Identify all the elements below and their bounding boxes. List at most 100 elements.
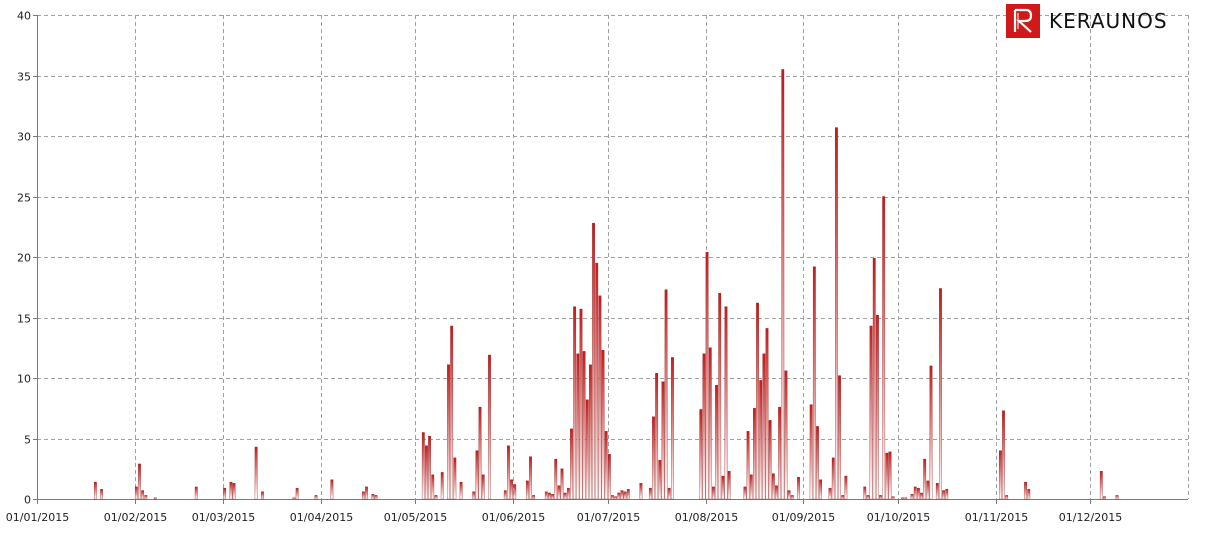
- bar: [749, 474, 753, 500]
- bar: [917, 487, 920, 500]
- bar: [756, 302, 759, 500]
- x-tick-label: 01/05/2015: [384, 511, 447, 524]
- bar: [882, 196, 886, 500]
- x-tick-label: 01/04/2015: [290, 511, 353, 524]
- bar: [614, 496, 618, 500]
- bar: [566, 487, 570, 500]
- x-tick-label: 01/09/2015: [772, 511, 835, 524]
- bar: [292, 497, 296, 500]
- bar: [1002, 410, 1005, 500]
- bar: [910, 494, 914, 500]
- y-tick-label: 25: [17, 192, 31, 205]
- bar: [232, 483, 236, 500]
- bar: [503, 490, 507, 500]
- bar: [667, 487, 671, 500]
- bar: [194, 486, 198, 500]
- bar: [513, 484, 517, 500]
- bar: [481, 474, 485, 500]
- y-tick-labels: 0 5 10 15 20 25 30 35 40: [17, 10, 31, 507]
- bar: [447, 364, 450, 500]
- bar: [784, 370, 788, 500]
- bar: [809, 404, 813, 500]
- bar: [841, 495, 845, 500]
- bar: [771, 473, 775, 500]
- bar: [658, 460, 662, 500]
- bar: [661, 381, 665, 500]
- bar: [620, 490, 624, 500]
- x-tick-label: 01/03/2015: [192, 511, 255, 524]
- bar: [699, 409, 703, 500]
- bar: [579, 308, 583, 500]
- bar: [998, 450, 1002, 500]
- bar: [891, 496, 895, 500]
- x-tick-label: 01/08/2015: [675, 511, 738, 524]
- bar: [611, 495, 614, 500]
- bar: [721, 475, 725, 500]
- bar: [879, 495, 882, 500]
- bar: [554, 458, 558, 500]
- bar: [626, 489, 630, 500]
- y-tick-label: 5: [24, 434, 31, 447]
- bar: [1115, 495, 1119, 500]
- bar: [913, 486, 917, 500]
- x-tick-label: 01/11/2015: [965, 511, 1028, 524]
- bar: [100, 489, 104, 500]
- bar: [812, 266, 816, 500]
- bar: [828, 487, 832, 500]
- bar: [705, 252, 709, 500]
- bar: [428, 435, 431, 500]
- bar: [831, 457, 835, 500]
- bar: [816, 426, 819, 500]
- bar: [1103, 496, 1106, 500]
- bar: [478, 406, 482, 500]
- bar: [835, 127, 838, 500]
- bar: [885, 452, 889, 500]
- bar: [557, 485, 561, 500]
- bar: [888, 451, 892, 500]
- bar: [718, 293, 722, 500]
- x-tick-label: 01/02/2015: [104, 511, 167, 524]
- x-tick-label: 01/01/2015: [6, 511, 69, 524]
- bar: [655, 373, 659, 500]
- bar: [743, 486, 747, 500]
- bar: [920, 492, 923, 500]
- x-tick-label: 01/07/2015: [577, 511, 640, 524]
- bar: [488, 354, 491, 500]
- bar: [371, 494, 375, 500]
- bar: [141, 490, 145, 500]
- bar: [525, 480, 529, 500]
- bar: [144, 495, 148, 500]
- bar: [819, 479, 823, 500]
- bar: [945, 489, 949, 500]
- bar: [295, 487, 299, 500]
- bar: [797, 477, 800, 500]
- bar: [604, 431, 608, 500]
- bar: [762, 353, 766, 500]
- bar: [551, 494, 554, 500]
- bar: [712, 486, 715, 500]
- bar: [93, 481, 97, 500]
- x-tick-label: 01/06/2015: [482, 511, 545, 524]
- bar: [598, 295, 602, 500]
- y-tick-label: 40: [17, 10, 31, 23]
- bar: [652, 416, 655, 500]
- bar: [582, 351, 586, 500]
- bar: [223, 487, 227, 500]
- bar: [532, 495, 536, 500]
- bar: [431, 474, 435, 500]
- bar: [330, 479, 334, 500]
- bar: [929, 365, 933, 500]
- bar: [563, 492, 567, 500]
- bar: [746, 431, 750, 500]
- bar: [876, 314, 879, 500]
- bar: [844, 475, 848, 500]
- bar: [510, 479, 513, 500]
- bar: [453, 457, 457, 500]
- bar: [261, 491, 264, 500]
- bar: [153, 497, 157, 500]
- bar: [507, 445, 510, 500]
- bar: [254, 446, 258, 500]
- bar: [589, 364, 592, 500]
- bars: [93, 69, 1119, 500]
- x-tick-label: 01/10/2015: [867, 511, 930, 524]
